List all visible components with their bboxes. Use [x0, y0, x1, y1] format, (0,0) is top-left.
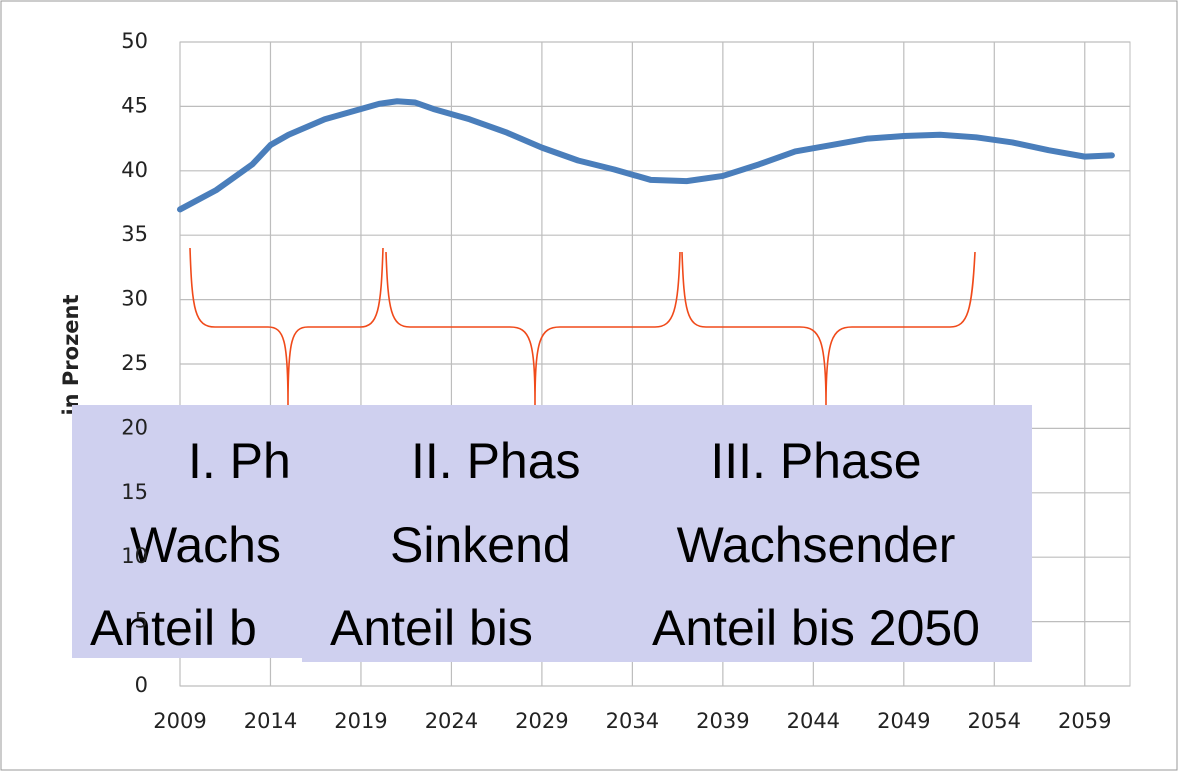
y-tick-label: 15 [121, 480, 148, 504]
phase-box [600, 405, 1032, 662]
phase-title: II. Phas [411, 433, 581, 489]
y-tick-label: 30 [121, 287, 148, 311]
y-tick-label: 20 [121, 415, 148, 439]
y-tick-label: 40 [121, 158, 148, 182]
y-tick-label: 45 [121, 93, 148, 117]
y-tick-label: 25 [121, 351, 148, 375]
x-tick-label: 2019 [334, 709, 387, 733]
brace [681, 251, 976, 406]
x-tick-label: 2024 [425, 709, 478, 733]
brace [189, 247, 384, 406]
phase-line: Anteil bis [330, 600, 533, 656]
phase-line: Wachsender [677, 517, 956, 573]
x-tick-label: 2039 [696, 709, 749, 733]
x-tick-label: 2029 [515, 709, 568, 733]
x-tick-label: 2049 [877, 709, 930, 733]
phase-line: Wachs [130, 517, 281, 573]
y-tick-label: 10 [121, 544, 148, 568]
series [177, 98, 1115, 213]
x-tick-label: 2014 [244, 709, 297, 733]
line [177, 98, 1115, 213]
x-tick-label: 2044 [787, 709, 840, 733]
y-tick-label: 50 [121, 29, 148, 53]
x-tick-label: 2059 [1058, 709, 1111, 733]
x-tick-label: 2034 [606, 709, 659, 733]
plot-border [179, 41, 1131, 687]
y-tick-label: 0 [135, 673, 148, 697]
phase-line: Anteil bis 2050 [652, 600, 980, 656]
y-axis-label: in Prozent [59, 294, 83, 415]
phase-line: Sinkend [390, 517, 571, 573]
y-tick-label: 35 [121, 222, 148, 246]
phase-line: Anteil b [90, 600, 257, 656]
x-tick-label: 2054 [968, 709, 1021, 733]
brace [385, 251, 681, 406]
x-tick-label: 2009 [153, 709, 206, 733]
y-tick-label: 5 [135, 609, 148, 633]
phase-title: III. Phase [710, 433, 921, 489]
phase-title: I. Ph [188, 433, 291, 489]
